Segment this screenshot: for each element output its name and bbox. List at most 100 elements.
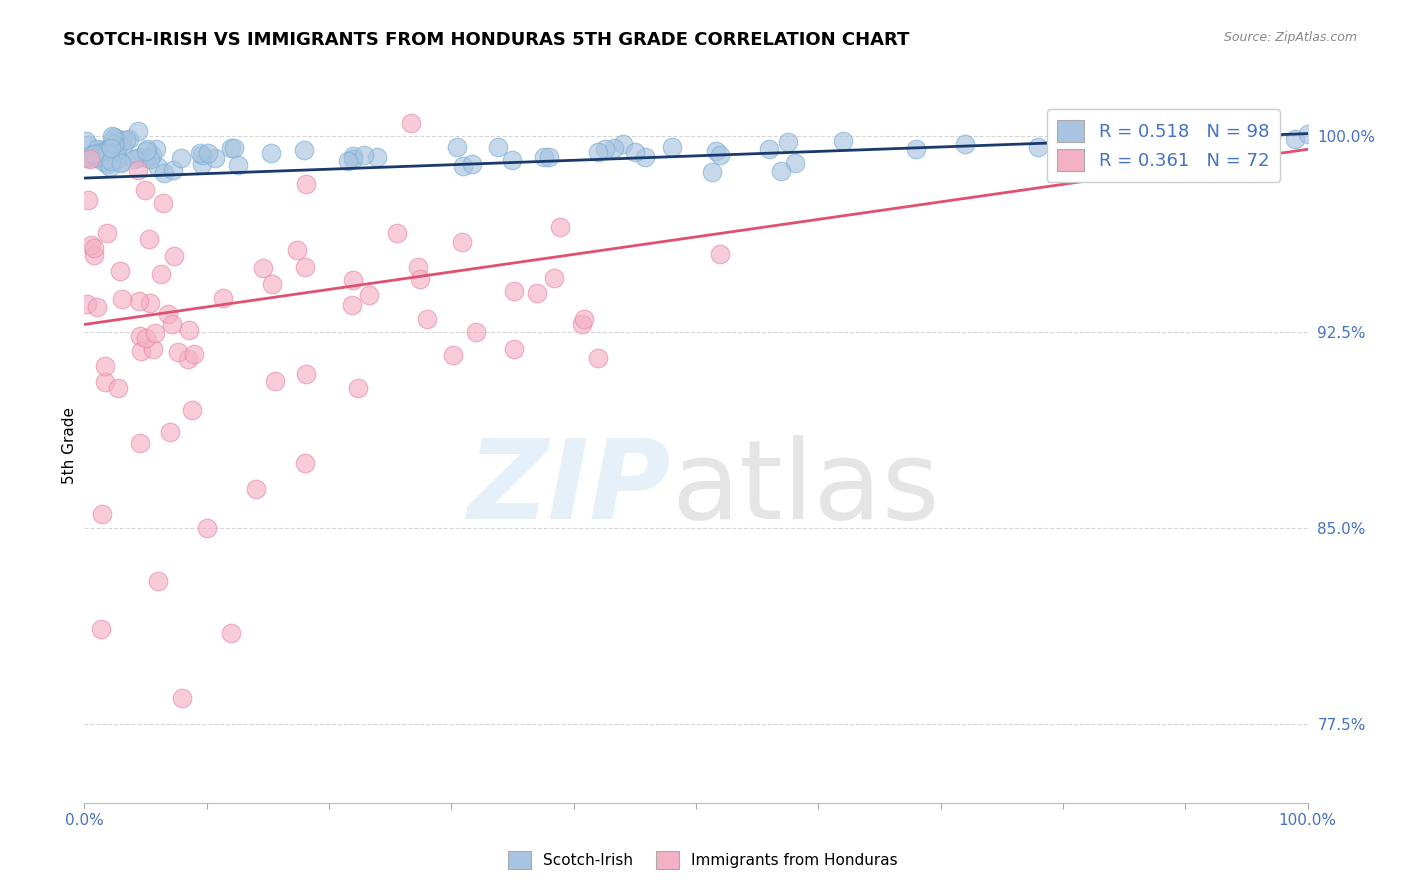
Point [385,226,408,240]
Point [94,376,117,390]
Point [1028,139,1050,153]
Point [758,142,780,156]
Point [100,161,122,175]
Point [486,140,509,154]
Point [77,150,100,164]
Point [105,144,128,158]
Point [84,151,107,165]
Point [953,137,976,152]
Point [572,312,595,326]
Point [107,140,129,154]
Point [1150,137,1173,152]
Point [125,151,148,165]
Point [83,241,105,255]
Point [77,194,100,208]
Point [138,295,160,310]
Point [96,156,118,170]
Point [96,145,118,159]
Point [211,291,233,305]
Point [96,226,118,240]
Point [538,150,561,164]
Point [159,425,181,439]
Point [111,292,134,306]
Point [135,144,157,158]
Point [612,136,634,151]
Point [129,150,152,164]
Point [593,142,616,156]
Point [245,482,267,496]
Point [219,140,242,154]
Point [149,267,172,281]
Point [115,133,138,147]
Point [441,348,464,362]
Point [295,177,318,191]
Point [340,298,363,312]
Point [122,152,145,166]
Point [603,141,626,155]
Point [103,136,125,151]
Point [75,134,97,148]
Point [292,143,315,157]
Point [503,284,526,298]
Point [502,153,524,167]
Point [94,359,117,374]
Point [118,131,141,145]
Point [526,286,548,301]
Point [142,342,165,356]
Point [86,300,108,314]
Point [100,129,122,144]
Point [353,148,375,162]
Point [136,151,159,165]
Point [90,507,112,521]
Point [1076,132,1098,146]
Point [226,158,249,172]
Point [180,403,202,417]
Point [204,151,226,165]
Point [778,135,800,149]
Point [252,260,274,275]
Point [100,141,122,155]
Point [153,166,176,180]
Point [76,297,98,311]
Point [80,148,103,162]
Point [90,622,112,636]
Point [347,381,370,395]
Point [135,142,157,156]
Y-axis label: 5th Grade: 5th Grade [62,408,77,484]
Point [83,248,105,262]
Point [219,626,242,640]
Point [103,153,125,168]
Point [139,152,162,166]
Point [152,196,174,211]
Point [399,116,422,130]
Point [90,143,112,157]
Point [89,145,111,160]
Point [103,129,125,144]
Point [188,145,211,160]
Text: SCOTCH-IRISH VS IMMIGRANTS FROM HONDURAS 5TH GRADE CORRELATION CHART: SCOTCH-IRISH VS IMMIGRANTS FROM HONDURAS… [63,31,910,49]
Point [110,154,132,169]
Point [709,247,731,261]
Point [167,345,190,359]
Point [446,140,468,154]
Legend: Scotch-Irish, Immigrants from Honduras: Scotch-Irish, Immigrants from Honduras [502,845,904,875]
Point [100,154,122,169]
Point [287,243,309,257]
Point [533,150,555,164]
Point [162,249,184,263]
Point [548,219,571,234]
Point [770,164,793,178]
Point [586,351,609,366]
Point [197,145,219,160]
Point [96,144,118,158]
Point [76,138,98,153]
Point [1284,132,1306,146]
Point [260,277,283,292]
Point [148,160,170,174]
Point [222,141,245,155]
Point [128,329,150,343]
Point [80,238,103,252]
Point [294,260,316,274]
Point [128,436,150,450]
Point [453,159,475,173]
